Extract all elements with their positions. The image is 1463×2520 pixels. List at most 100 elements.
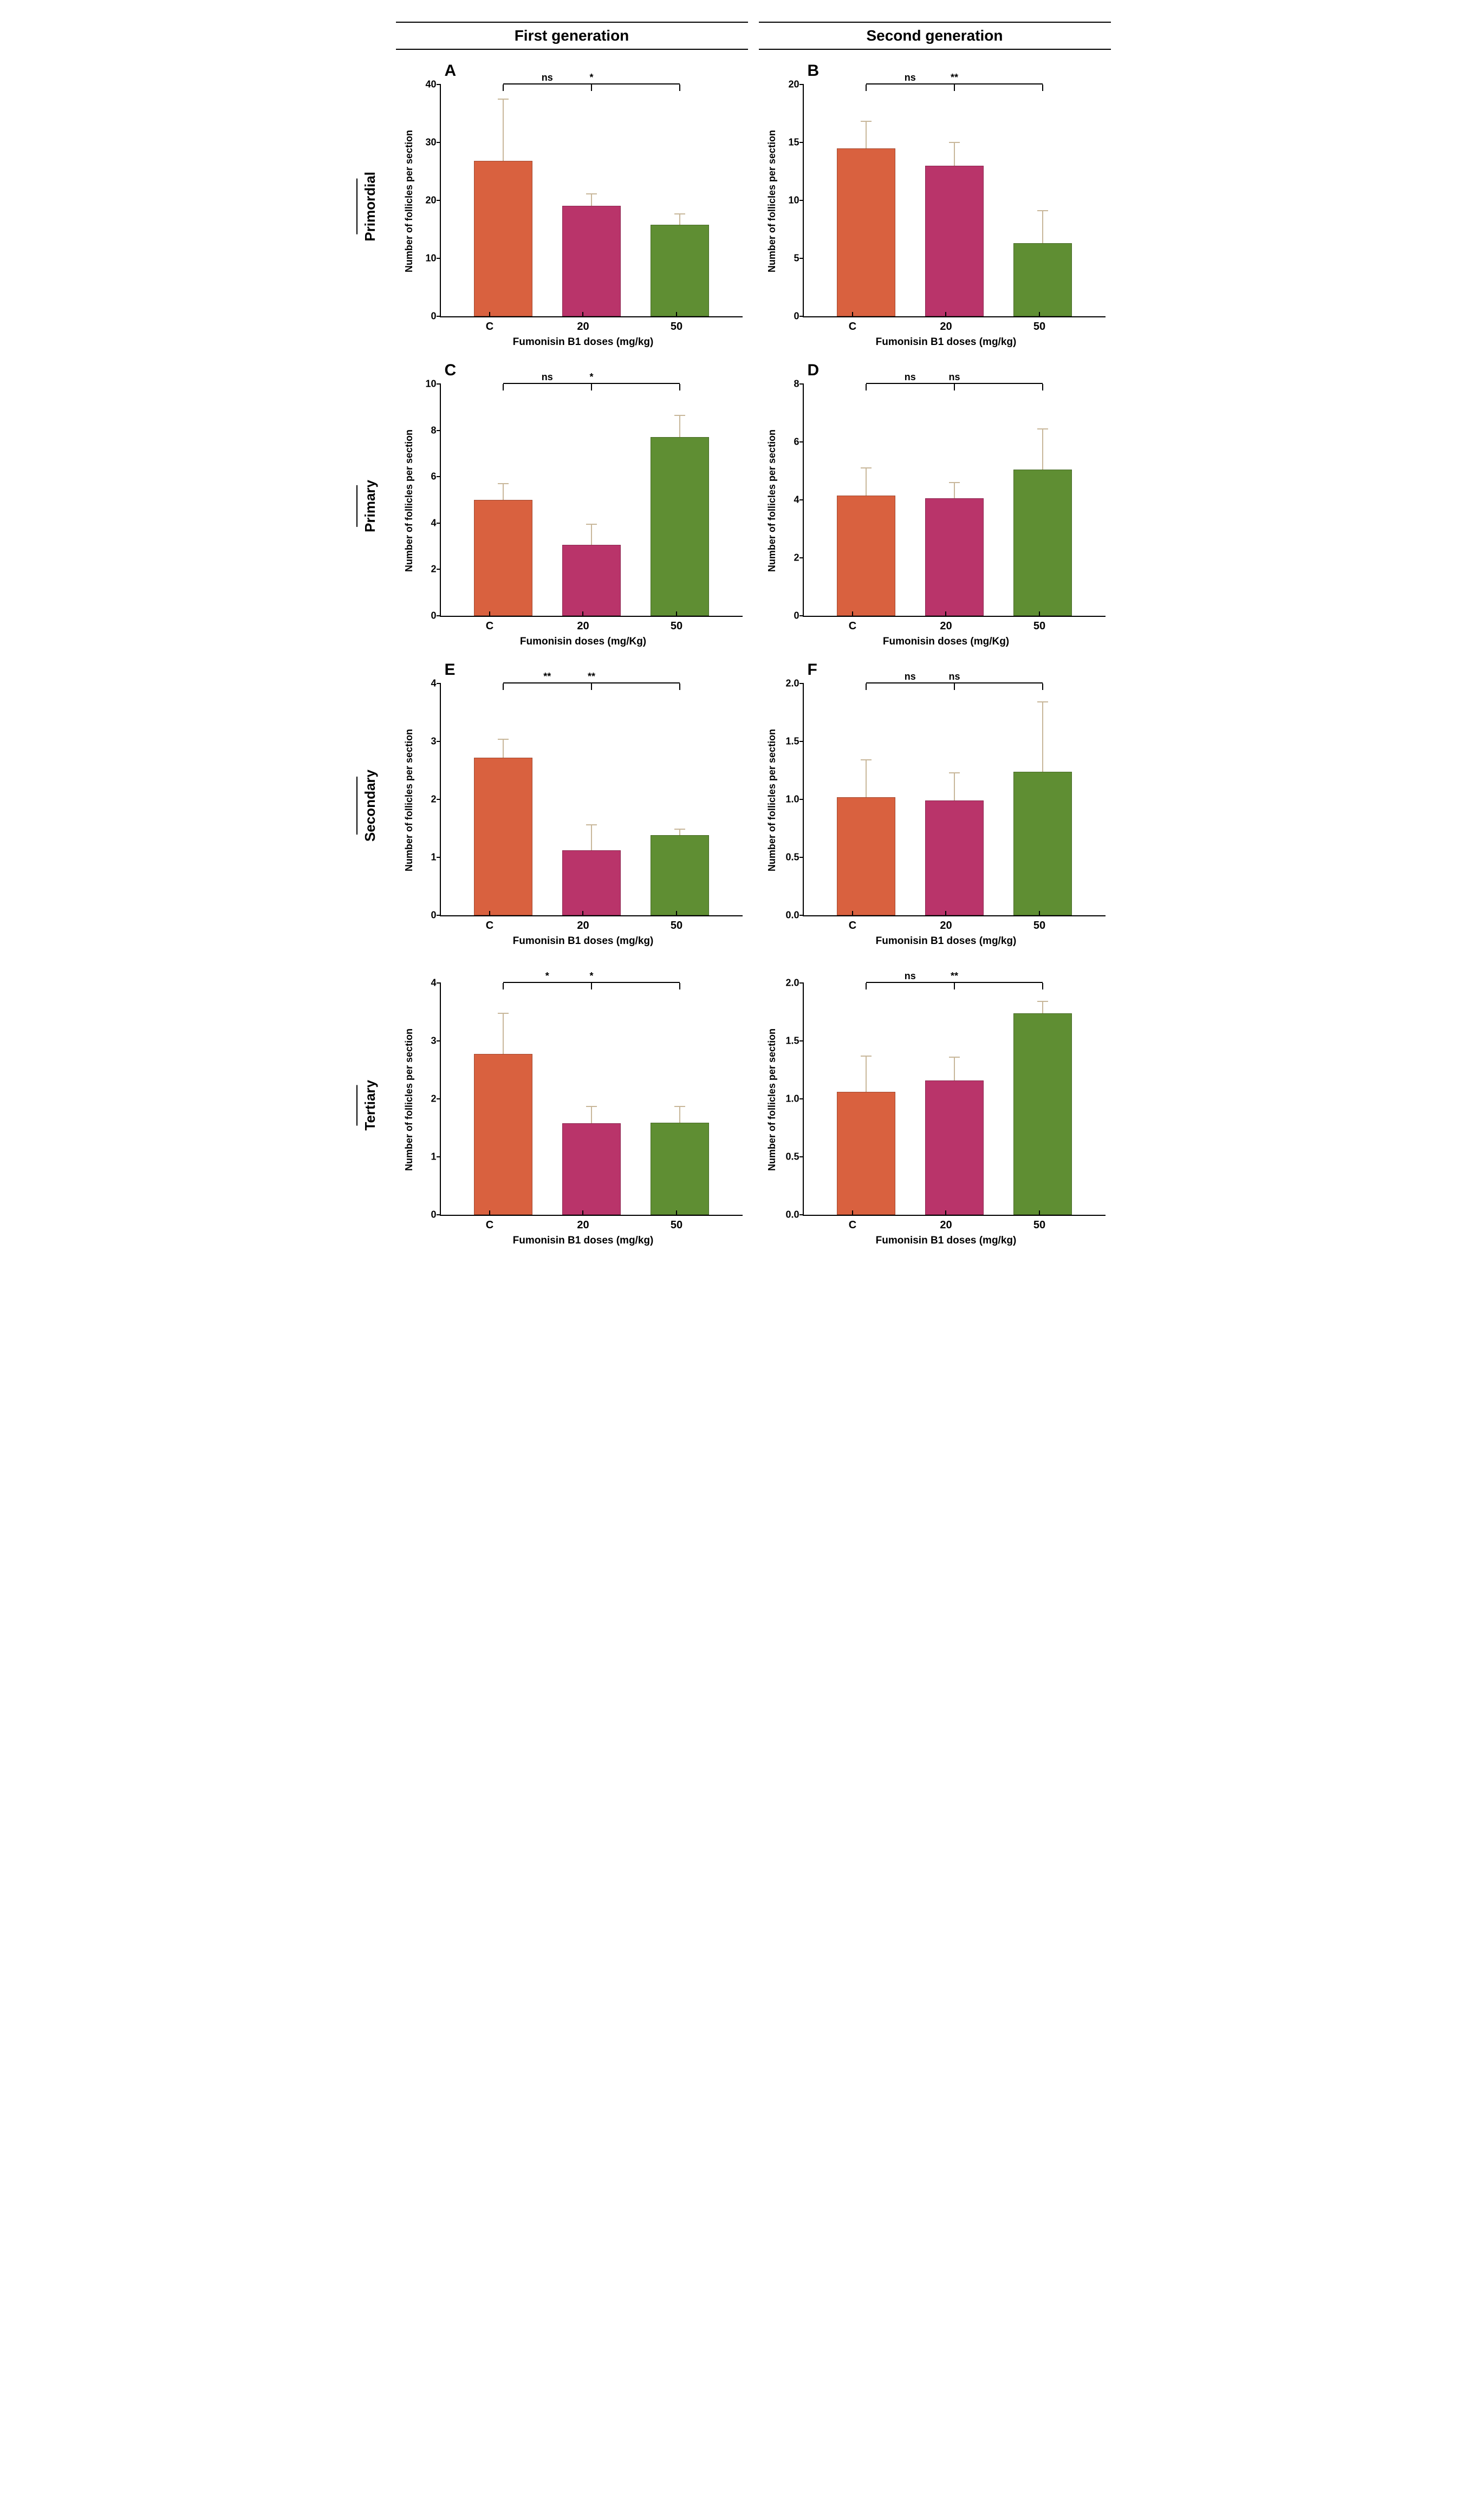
panel-letter: C <box>445 361 457 380</box>
y-tick-mark <box>437 1040 441 1041</box>
chart-wrap: Number of follicles per section0246810ns… <box>401 384 743 617</box>
y-axis-label: Number of follicles per section <box>401 84 417 317</box>
bar <box>1013 983 1072 1215</box>
panel-letter: A <box>445 62 457 80</box>
y-tick-mark <box>799 799 804 800</box>
plot-area: 0.00.51.01.52.0ns** <box>803 983 1106 1216</box>
error-cap <box>586 824 597 825</box>
chart-wrap: Number of follicles per section 010203040… <box>401 84 743 317</box>
y-tick-mark <box>437 258 441 259</box>
error-bar <box>1042 702 1043 771</box>
x-tick-label: 50 <box>1009 916 1070 932</box>
y-tick-mark <box>437 683 441 684</box>
bar <box>651 683 709 915</box>
error-bar <box>503 739 504 758</box>
y-tick-mark <box>799 857 804 858</box>
x-tick-label: 50 <box>1009 617 1070 633</box>
y-axis-label: Number of follicles per section <box>764 384 780 617</box>
bar-rect <box>925 166 984 316</box>
error-cap <box>498 1013 509 1014</box>
bar <box>925 384 984 616</box>
error-cap <box>1037 210 1048 211</box>
y-tick-mark <box>437 84 441 85</box>
error-cap <box>674 415 685 416</box>
y-tick-mark <box>437 569 441 570</box>
significance-label: ns <box>542 372 553 383</box>
y-tick-mark <box>799 200 804 201</box>
x-axis-ticks: C2050 <box>424 617 743 633</box>
chart-panel: CNumber of follicles per section0246810n… <box>396 359 748 653</box>
error-cap <box>949 142 960 143</box>
error-bar <box>866 760 867 797</box>
y-tick-mark <box>799 142 804 143</box>
x-axis-label: Fumonisin B1 doses (mg/kg) <box>424 336 743 348</box>
bars-container <box>804 983 1106 1215</box>
y-tick-mark <box>437 982 441 984</box>
panel-letter: E <box>445 661 456 679</box>
y-tick-mark <box>437 476 441 477</box>
bar-rect <box>837 148 895 316</box>
error-cap <box>949 482 960 483</box>
x-tick-label: C <box>459 617 521 633</box>
bar <box>562 384 621 616</box>
x-axis-ticks: C2050 <box>424 1216 743 1232</box>
error-cap <box>861 759 872 760</box>
panel-letter: D <box>808 361 820 380</box>
x-tick-label: 20 <box>915 617 977 633</box>
bar <box>651 384 709 616</box>
x-axis-area: C2050Fumonisin doses (mg/Kg) <box>787 617 1106 648</box>
error-bar <box>679 415 680 438</box>
y-tick-mark <box>799 557 804 558</box>
bar <box>925 683 984 915</box>
bar-rect <box>474 161 532 316</box>
y-tick-mark <box>799 683 804 684</box>
bar-rect <box>651 225 709 316</box>
plot-area: 02468nsns <box>803 384 1106 617</box>
bar <box>651 84 709 316</box>
error-cap <box>1037 701 1048 702</box>
bar <box>1013 683 1072 915</box>
bar <box>474 983 532 1215</box>
error-cap <box>674 1106 685 1107</box>
chart-panel: D Number of follicles per section 02468nsn… <box>759 359 1111 653</box>
y-tick-mark <box>437 316 441 317</box>
row-header: Secondary <box>359 770 379 842</box>
y-tick-mark <box>799 258 804 259</box>
y-tick-mark <box>799 383 804 385</box>
y-tick-mark <box>799 1156 804 1157</box>
y-tick-mark <box>437 1214 441 1215</box>
y-axis-label: Number of follicles per section <box>401 983 417 1216</box>
bars-container <box>804 384 1106 616</box>
column-header: First generation <box>396 22 748 50</box>
error-cap <box>861 121 872 122</box>
error-bar <box>679 214 680 225</box>
y-tick-mark <box>437 430 441 431</box>
x-tick-label: 20 <box>552 916 614 932</box>
x-tick-label: 50 <box>1009 317 1070 333</box>
error-bar <box>1042 429 1043 470</box>
y-tick-mark <box>799 441 804 442</box>
bar-rect <box>1013 243 1072 316</box>
x-tick-label: 20 <box>915 1216 977 1232</box>
error-cap <box>1037 428 1048 429</box>
bar-rect <box>562 206 621 316</box>
significance-label: ** <box>951 72 958 83</box>
bar <box>474 384 532 616</box>
x-tick-label: 20 <box>915 317 977 333</box>
plot-area: 0246810ns* <box>440 384 743 617</box>
y-tick-mark <box>799 316 804 317</box>
bar-rect <box>837 496 895 616</box>
plot-area: 010203040ns* <box>440 84 743 317</box>
y-axis-label: Number of follicles per section <box>764 683 780 916</box>
error-cap <box>1037 1001 1048 1002</box>
x-axis-label: Fumonisin doses (mg/Kg) <box>787 636 1106 648</box>
error-bar <box>954 142 955 166</box>
x-tick-label: C <box>459 1216 521 1232</box>
row-header: Primary <box>359 480 379 532</box>
error-bar <box>591 194 592 205</box>
bar-rect <box>1013 1013 1072 1215</box>
error-cap <box>674 829 685 830</box>
chart-panel: A Number of follicles per section 01020304… <box>396 60 748 354</box>
bar-rect <box>837 1092 895 1215</box>
error-cap <box>674 213 685 214</box>
